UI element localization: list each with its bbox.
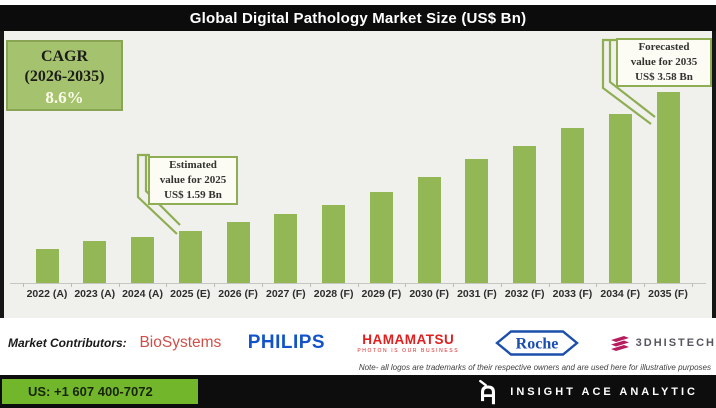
axis-tick [596,283,598,287]
estimated-value-callout: Estimated value for 2025 US$ 1.59 Bn [148,156,238,205]
bar [513,146,537,283]
footer: US: +1 607 400-7072 INSIGHT ACE ANALYTIC [0,375,716,408]
axis-tick [357,283,359,287]
axis-tick [405,283,407,287]
x-axis-label: 2035 (F) [648,288,688,300]
x-axis-label: 2025 (E) [170,288,211,300]
cagr-period: (2026-2035) [24,68,105,85]
x-axis-label: 2022 (A) [26,288,68,300]
bar [226,222,250,283]
chart-area: CAGR (2026-2035) 8.6% 2022 (A) 2023 (A) 20… [0,31,716,318]
callout-line: value for 2035 [630,56,698,69]
hamamatsu-wordmark: HAMAMATSU [362,332,455,347]
x-axis-label: 2023 (A) [74,288,116,300]
callout-line: value for 2025 [159,174,227,187]
roche-logo: Roche [494,329,580,357]
contributors-section: Market Contributors: BioSystems PHILIPS … [0,318,716,375]
axis-tick [500,283,502,287]
biosystems-wordmark: BioSystems [139,334,222,351]
axis-tick [453,283,455,287]
axis-tick [70,283,72,287]
axis-tick [691,283,693,287]
axis-tick [118,283,120,287]
x-axis-label: 2027 (F) [266,288,306,300]
axis-tick [309,283,311,287]
roche-hexagon-icon: Roche [494,330,579,356]
axis-tick [214,283,216,287]
contributors-row: Market Contributors: BioSystems PHILIPS … [0,326,716,360]
x-axis-label: 2028 (F) [313,288,354,300]
philips-wordmark: PHILIPS [247,332,326,353]
x-axis-label: 2030 (F) [409,288,449,300]
trademark-note: Note- all logos are trademarks of their … [358,363,711,372]
histech-layers-icon [610,336,629,351]
bar [83,241,107,283]
hamamatsu-logo: HAMAMATSU PHOTON IS OUR BUSINESS [345,332,472,354]
x-axis-label: 2031 (F) [457,288,497,300]
callout-line: US$ 1.59 Bn [164,188,222,201]
philips-logo: PHILIPS [228,332,345,354]
phone-number: US: +1 607 400-7072 [28,384,153,399]
cagr-value: 8.6% [45,88,84,107]
bar [322,205,346,283]
histech-logo: 3DHISTECH [608,334,716,352]
axis-tick [548,283,550,287]
x-axis-label: 2026 (F) [218,288,258,300]
callout-line: Estimated [169,159,217,172]
bar [131,237,155,283]
axis-tick [261,283,263,287]
callout-line: Forecasted [638,41,690,54]
bar [417,177,441,283]
top-margin [0,0,716,5]
callout-line: US$ 3.58 Bn [635,70,693,83]
biosystems-logo: BioSystems [133,334,228,352]
right-frame-border [712,31,716,318]
histech-wordmark: 3DHISTECH [635,337,716,349]
title-bar: Global Digital Pathology Market Size (US… [0,5,716,31]
x-axis-label: 2024 (A) [122,288,163,300]
insight-ace-logo-icon [478,378,498,406]
bar [656,92,680,283]
cagr-label: CAGR [40,48,89,65]
bar [608,114,632,283]
roche-wordmark: Roche [515,336,558,353]
bar [465,159,489,283]
left-frame-border [0,31,4,318]
phone-badge: US: +1 607 400-7072 [2,379,198,404]
brand-name: INSIGHT ACE ANALYTIC [510,385,698,398]
x-axis-label: 2029 (F) [361,288,402,300]
x-axis-label: 2032 (F) [504,288,545,300]
hamamatsu-tagline: PHOTON IS OUR BUSINESS [357,348,460,354]
bar [35,249,59,283]
bar [369,192,393,283]
axis-tick [166,283,168,287]
x-axis-label: 2033 (F) [552,288,593,300]
contributors-label: Market Contributors: [8,336,127,350]
bar [560,128,584,283]
axis-tick [644,283,646,287]
page-title: Global Digital Pathology Market Size (US… [189,9,527,27]
cagr-badge: CAGR (2026-2035) 8.6% [6,40,123,111]
forecasted-value-callout: Forecasted value for 2035 US$ 3.58 Bn [616,38,712,87]
brand-block: INSIGHT ACE ANALYTIC [478,375,698,408]
bar [274,214,298,283]
axis-tick [23,283,25,287]
x-axis-label: 2034 (F) [600,288,641,300]
bar [178,231,202,283]
